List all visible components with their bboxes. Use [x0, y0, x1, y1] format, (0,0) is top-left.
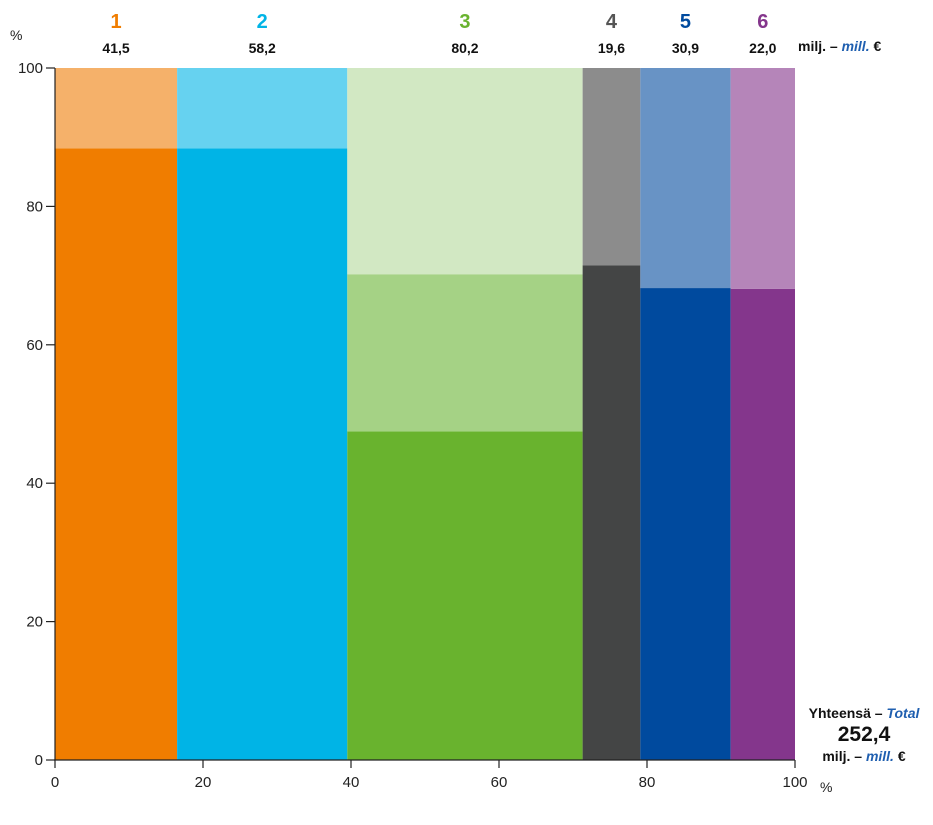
axes-group: 0 20 40 60 80 100 0 20 40 60 80 100%% — [10, 27, 832, 795]
bar-segment-3-3 — [347, 68, 583, 275]
category-number-6: 6 — [757, 11, 768, 33]
x-tick-label-40: 40 — [343, 774, 360, 791]
x-tick-label-80: 80 — [639, 774, 656, 791]
bar-segment-3-1 — [347, 431, 583, 760]
category-number-1: 1 — [110, 11, 121, 33]
total-box: Yhteensä – Total 252,4 milj. – mill. € — [796, 705, 932, 764]
bar-segment-1-2 — [55, 68, 178, 149]
total-unit: milj. – mill. € — [822, 748, 906, 764]
bar-segment-4-2 — [582, 68, 641, 266]
bar-segment-3-2 — [347, 274, 583, 432]
category-value-4: 19,6 — [598, 40, 625, 56]
category-number-4: 4 — [606, 11, 618, 33]
category-value-1: 41,5 — [102, 40, 129, 56]
x-tick-label-0: 0 — [51, 774, 59, 791]
y-tick-label-40: 40 — [26, 475, 43, 492]
y-tick-label-20: 20 — [26, 614, 43, 631]
category-value-6: 22,0 — [749, 40, 776, 56]
x-axis-unit: % — [820, 779, 832, 795]
category-number-2: 2 — [257, 11, 268, 33]
category-number-5: 5 — [680, 11, 691, 33]
bar-segment-5-2 — [640, 68, 731, 289]
category-value-2: 58,2 — [249, 40, 276, 56]
total-title: Yhteensä – Total — [808, 705, 920, 721]
x-tick-label-60: 60 — [491, 774, 508, 791]
x-tick-label-20: 20 — [195, 774, 212, 791]
value-unit-label: milj. – mill. € — [798, 38, 882, 54]
x-tick-label-100: 100 — [782, 774, 807, 791]
bar-segment-4-1 — [582, 265, 641, 760]
y-tick-label-80: 80 — [26, 198, 43, 215]
y-tick-label-0: 0 — [35, 752, 43, 769]
bar-segment-6-1 — [730, 288, 795, 760]
y-tick-label-60: 60 — [26, 337, 43, 354]
bar-segment-5-1 — [640, 288, 731, 760]
category-number-3: 3 — [459, 11, 470, 33]
bar-segment-2-1 — [177, 148, 348, 761]
y-axis-unit: % — [10, 27, 22, 43]
category-value-5: 30,9 — [672, 40, 699, 56]
bar-segment-1-1 — [55, 148, 178, 761]
bar-segment-6-2 — [730, 68, 795, 289]
y-tick-label-100: 100 — [18, 60, 43, 77]
bars-group — [55, 68, 795, 761]
total-value: 252,4 — [837, 723, 891, 746]
category-value-3: 80,2 — [451, 40, 478, 56]
category-labels-group: 1 41,5 2 58,2 3 80,2 4 19,6 5 30,9 6 22,0 — [102, 11, 776, 56]
bar-segment-2-2 — [177, 68, 348, 149]
